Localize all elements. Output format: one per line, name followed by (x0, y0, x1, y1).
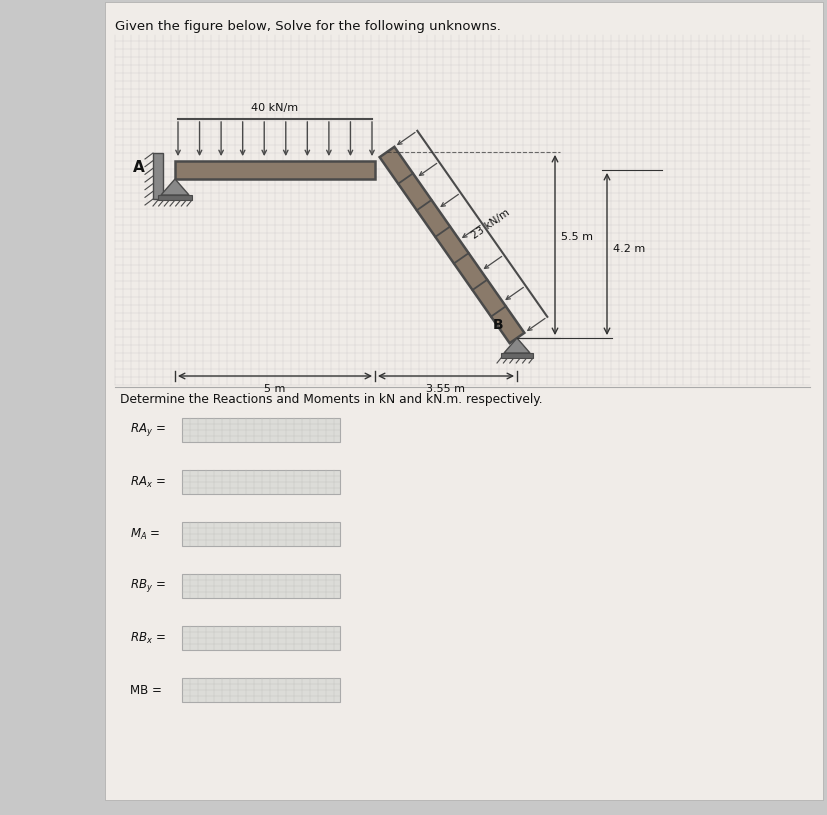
Text: 5.5 m: 5.5 m (561, 232, 592, 242)
Text: $RB_y$ =: $RB_y$ = (130, 578, 165, 594)
Text: $M_A$ =: $M_A$ = (130, 526, 160, 541)
Text: $RB_x$ =: $RB_x$ = (130, 631, 165, 645)
Bar (182, 522, 340, 546)
Text: 5 m: 5 m (264, 384, 285, 394)
Text: $RA_y$ =: $RA_y$ = (130, 421, 165, 438)
Bar (500, 353, 533, 358)
Bar (182, 678, 340, 702)
Bar (105, 2, 822, 800)
Text: 4.2 m: 4.2 m (612, 244, 644, 254)
Bar (153, 153, 163, 199)
Text: MB =: MB = (130, 684, 162, 697)
Polygon shape (504, 338, 529, 353)
Text: 23 kN/m: 23 kN/m (469, 207, 510, 240)
Bar (158, 195, 192, 200)
Text: Given the figure below, Solve for the following unknowns.: Given the figure below, Solve for the fo… (115, 20, 500, 33)
Bar (182, 626, 340, 650)
Text: B: B (492, 318, 502, 332)
Text: A: A (133, 161, 145, 175)
Text: 3.55 m: 3.55 m (426, 384, 465, 394)
Polygon shape (379, 147, 523, 343)
Text: $RA_x$ =: $RA_x$ = (130, 474, 165, 490)
Bar (182, 470, 340, 494)
Polygon shape (160, 179, 189, 195)
Text: Determine the Reactions and Moments in kN and kN.m. respectively.: Determine the Reactions and Moments in k… (120, 393, 542, 406)
Bar (182, 574, 340, 598)
Polygon shape (174, 161, 375, 179)
Text: 40 kN/m: 40 kN/m (251, 103, 299, 113)
Bar (182, 418, 340, 442)
